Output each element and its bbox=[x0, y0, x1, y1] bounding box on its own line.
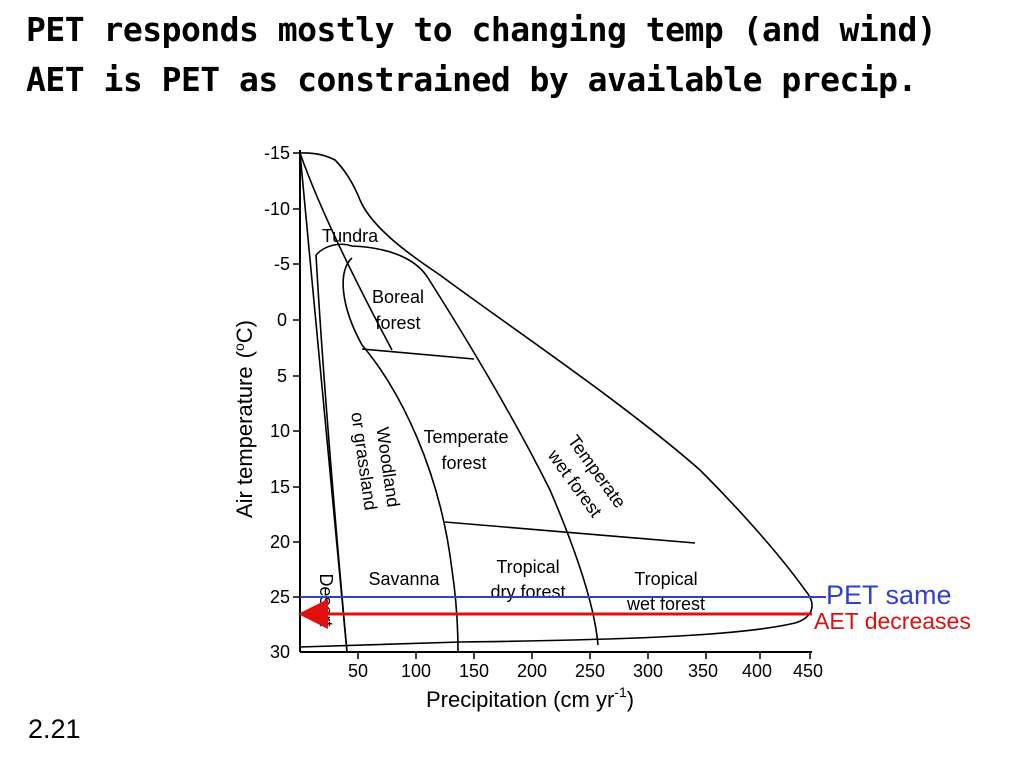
label-temperate-forest-line2: forest bbox=[441, 453, 486, 473]
x-tick-label: 150 bbox=[459, 661, 489, 681]
y-tick-label: -10 bbox=[264, 199, 290, 219]
aet-annotation: AET decreases bbox=[814, 608, 971, 634]
y-axis-unit-open: ( bbox=[232, 350, 257, 358]
label-tropical-wet-line1: Tropical bbox=[634, 569, 697, 589]
x-tick-label: 250 bbox=[575, 661, 605, 681]
tundra-lower-boundary bbox=[315, 243, 429, 279]
label-tropical-dry-line2: dry forest bbox=[490, 582, 565, 602]
y-ticks bbox=[293, 152, 300, 598]
x-axis-unit-sup: -1 bbox=[614, 684, 627, 700]
y-tick-label: 5 bbox=[277, 366, 287, 386]
y-tick-label: 30 bbox=[270, 642, 290, 662]
label-tropical-dry-line1: Tropical bbox=[496, 557, 559, 577]
y-tick-label: -5 bbox=[274, 254, 290, 274]
label-savanna: Savanna bbox=[368, 569, 440, 589]
y-tick-label: 0 bbox=[277, 310, 287, 330]
tundra-edge bbox=[299, 152, 393, 351]
y-axis-label: Air temperature bbox=[232, 366, 257, 518]
y-axis-title: Air temperature (oC) bbox=[231, 320, 257, 518]
label-tundra: Tundra bbox=[322, 226, 379, 246]
y-tick-label: 10 bbox=[270, 421, 290, 441]
y-tick-label: -15 bbox=[264, 143, 290, 163]
heading-line-2: AET is PET as constrained by available p… bbox=[26, 60, 917, 99]
x-tick-label: 450 bbox=[793, 661, 823, 681]
y-tick-label: 20 bbox=[270, 532, 290, 552]
label-temperate-forest-line1: Temperate bbox=[423, 427, 508, 447]
x-axis-title: Precipitation (cm yr-1) bbox=[426, 684, 634, 712]
x-ticks bbox=[357, 652, 811, 659]
x-tick-label: 50 bbox=[348, 661, 368, 681]
y-tick-label: 15 bbox=[270, 477, 290, 497]
y-axis-unit-close: C) bbox=[232, 320, 257, 343]
biome-outer-boundary bbox=[299, 152, 813, 648]
x-tick-label: 350 bbox=[688, 661, 718, 681]
temperate-tropical-divider bbox=[444, 521, 696, 544]
pet-annotation: PET same bbox=[826, 580, 952, 610]
x-tick-label: 300 bbox=[633, 661, 663, 681]
heading-line-1: PET responds mostly to changing temp (an… bbox=[26, 10, 937, 49]
slide-number: 2.21 bbox=[28, 714, 81, 744]
x-axis-label: Precipitation (cm yr bbox=[426, 687, 614, 712]
y-axis-unit-degree: o bbox=[231, 343, 247, 351]
boreal-temperate-divider bbox=[361, 348, 475, 360]
label-tropical-wet-line2: wet forest bbox=[626, 594, 705, 614]
label-desert: Desert bbox=[316, 573, 336, 626]
y-tick-label: 25 bbox=[270, 587, 290, 607]
label-boreal-line2: forest bbox=[375, 313, 420, 333]
label-boreal-line1: Boreal bbox=[372, 287, 424, 307]
x-tick-label: 100 bbox=[401, 661, 431, 681]
label-woodland-line2: or grassland bbox=[347, 411, 381, 512]
x-tick-label: 400 bbox=[742, 661, 772, 681]
x-tick-label: 200 bbox=[517, 661, 547, 681]
x-axis-unit-close: ) bbox=[627, 687, 634, 712]
tropical-dry-boundary bbox=[427, 277, 599, 646]
